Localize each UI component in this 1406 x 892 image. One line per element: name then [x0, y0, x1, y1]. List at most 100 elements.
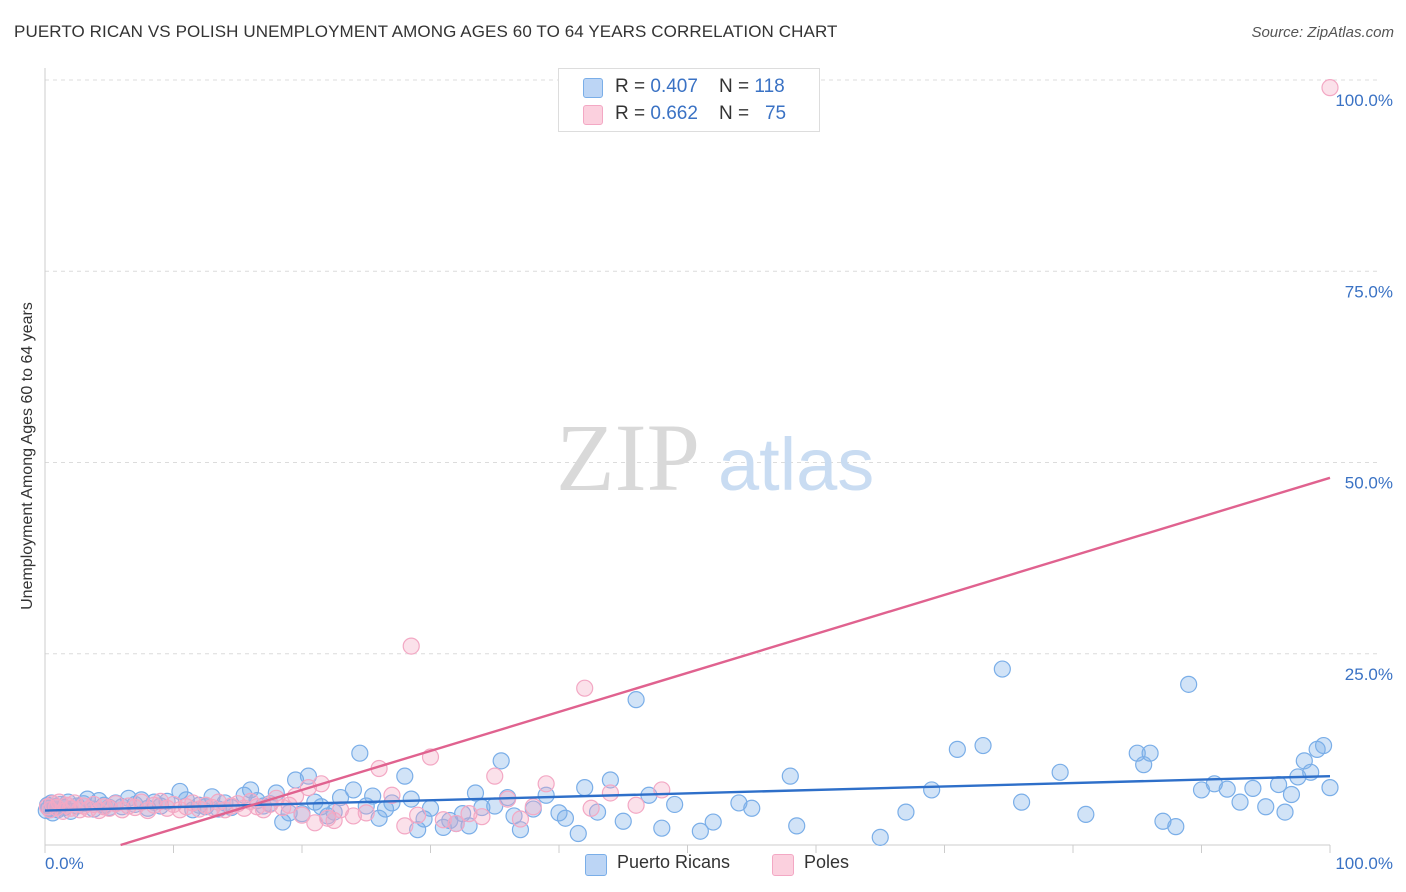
puerto-ricans-point — [993, 660, 1011, 678]
bottom-legend-label-puerto-ricans: Puerto Ricans — [617, 852, 731, 872]
puerto-ricans-point — [730, 794, 748, 812]
puerto-ricans-point — [1051, 763, 1069, 781]
watermark-atlas: atlas — [718, 423, 874, 506]
poles-point — [582, 799, 600, 817]
puerto-ricans-point — [974, 736, 992, 755]
y-tick-label: 100.0% — [1335, 91, 1393, 110]
poles-point — [344, 807, 362, 825]
puerto-ricans-point — [370, 809, 388, 827]
puerto-ricans-point — [556, 809, 575, 827]
poles-point — [402, 637, 420, 655]
puerto-ricans-point — [1167, 818, 1185, 836]
poles-point — [601, 784, 620, 802]
puerto-ricans-point — [653, 819, 671, 837]
poles-point — [434, 811, 452, 829]
puerto-ricans-point — [1282, 785, 1301, 804]
poles-point — [325, 811, 343, 830]
puerto-ricans-point — [666, 795, 684, 814]
puerto-ricans-point — [1257, 798, 1275, 816]
puerto-ricans-point — [614, 812, 632, 830]
r-label: R = — [615, 76, 651, 97]
y-tick-label: 75.0% — [1345, 282, 1393, 301]
bottom-legend-label-poles: Poles — [804, 852, 850, 872]
source-label: Source: ZipAtlas.com — [1251, 24, 1394, 41]
puerto-ricans-point — [1231, 793, 1249, 811]
poles-point — [357, 804, 375, 822]
puerto-ricans-point — [871, 828, 889, 846]
poles-point — [627, 796, 645, 814]
y-tick-label: 50.0% — [1345, 474, 1393, 493]
puerto-ricans-point — [364, 787, 382, 805]
poles-point — [119, 797, 138, 815]
legend-swatch-puerto-ricans — [583, 78, 603, 98]
poles-point — [460, 805, 478, 823]
puerto-ricans-point — [396, 767, 414, 785]
correlation-legend: R = 0.407 N = 118 R = 0.662 N = 75 — [558, 68, 820, 132]
r-value: 0.662 — [650, 103, 698, 124]
puerto-ricans-point — [1154, 812, 1172, 830]
chart-title: PUERTO RICAN VS POLISH UNEMPLOYMENT AMON… — [14, 22, 838, 41]
poles-point — [396, 817, 414, 835]
puerto-ricans-point — [1276, 803, 1294, 821]
puerto-ricans-point — [460, 817, 478, 835]
puerto-ricans-point — [466, 784, 485, 802]
puerto-ricans-point — [344, 781, 362, 799]
poles-point — [511, 810, 530, 828]
poles-point — [653, 781, 671, 799]
n-value: 75 — [764, 103, 787, 124]
poles-point — [486, 767, 504, 785]
r-label: R = — [615, 103, 651, 124]
legend-swatch-poles — [583, 105, 603, 125]
puerto-ricans-point — [781, 767, 799, 785]
poles-point — [383, 786, 401, 804]
puerto-ricans-point — [1321, 779, 1339, 797]
bottom-legend-swatch-puerto-ricans — [585, 854, 607, 876]
puerto-ricans-point — [1012, 793, 1031, 811]
puerto-ricans-point — [1244, 779, 1262, 797]
n-label: N = — [719, 76, 755, 97]
legend-stats-poles: R = 0.662 N = 75 — [615, 103, 786, 125]
puerto-ricans-point — [1218, 780, 1236, 798]
puerto-ricans-point — [402, 790, 420, 808]
puerto-ricans-point — [948, 740, 966, 758]
poles-point — [447, 814, 465, 833]
poles-point — [1321, 79, 1339, 97]
puerto-ricans-point — [1141, 744, 1159, 762]
puerto-ricans-point — [492, 752, 510, 770]
puerto-ricans-point — [351, 744, 369, 762]
poles-point — [152, 792, 170, 810]
puerto-ricans-point — [274, 813, 292, 831]
bottom-legend-swatch-poles — [772, 854, 794, 876]
puerto-ricans-point — [1180, 675, 1198, 693]
n-label: N = — [719, 103, 755, 124]
puerto-ricans-point — [409, 821, 427, 839]
puerto-ricans-point — [788, 817, 806, 835]
legend-stats-puerto-ricans: R = 0.407 N = 118 — [615, 76, 785, 98]
poles-point — [537, 775, 555, 793]
x-tick-label: 100.0% — [1335, 854, 1393, 873]
poles-point — [576, 679, 594, 697]
puerto-ricans-point — [601, 771, 620, 789]
puerto-ricans-point — [743, 799, 761, 817]
y-tick-label: 25.0% — [1345, 665, 1393, 684]
puerto-ricans-point — [569, 824, 587, 843]
poles-point — [524, 798, 542, 816]
r-value: 0.407 — [650, 76, 698, 97]
puerto-ricans-point — [704, 813, 722, 831]
puerto-ricans-point — [897, 803, 915, 821]
puerto-ricans-point — [576, 779, 594, 797]
poles-point — [409, 806, 427, 824]
puerto-ricans-point — [627, 691, 645, 709]
poles-trendline — [120, 476, 1331, 847]
poles-point — [306, 814, 324, 832]
puerto-ricans-point — [1077, 805, 1095, 824]
puerto-ricans-point — [1314, 736, 1333, 755]
poles-point — [293, 806, 311, 824]
poles-point — [473, 808, 491, 826]
n-value: 118 — [754, 76, 785, 97]
puerto-ricans-trendline — [44, 774, 1331, 812]
x-tick-label: 0.0% — [45, 854, 84, 873]
puerto-ricans-point — [923, 781, 941, 799]
puerto-ricans-point — [691, 822, 709, 840]
